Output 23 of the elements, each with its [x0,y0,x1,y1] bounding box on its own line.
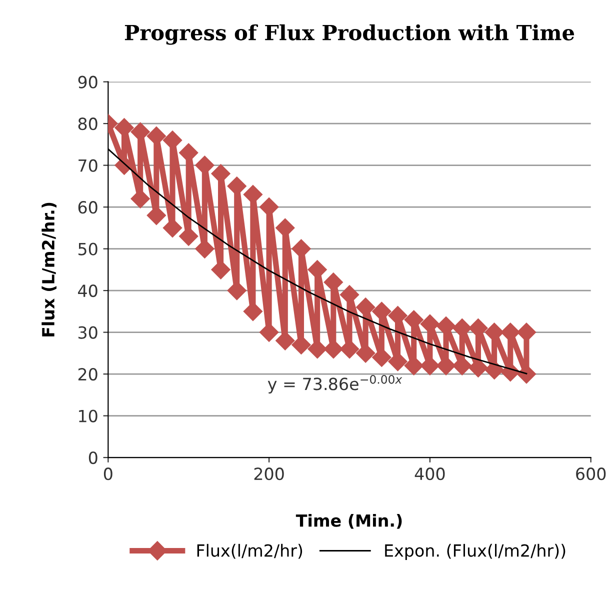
y-tick-label: 70 [78,159,98,172]
chart-title: Progress of Flux Production with Time [124,24,574,45]
y-axis-title: Flux (L/m2/hr.) [42,202,57,336]
x-tick-label: 600 [576,468,606,480]
point [420,314,440,334]
point [130,122,150,142]
legend-label: Flux(l/m2/hr) [197,544,302,559]
y-tick-label: 20 [78,368,98,381]
x-tick-label: 200 [254,468,284,480]
y-tick-label: 90 [78,76,98,88]
y-tick-label: 30 [78,326,98,339]
y-tick-label: 60 [78,201,98,214]
y-tick-label: 40 [78,284,98,298]
x-tick-label: 400 [414,468,445,480]
y-tick-label: 10 [79,410,98,422]
x-axis-title: Time (Min.) [296,514,402,529]
point [516,364,536,384]
legend-label: Expon. (Flux(l/m2/hr)) [385,544,566,560]
y-tick-label: 0 [88,451,98,464]
y-tick-label: 80 [78,118,98,130]
annotation: y = 73.86e$^{−0.00x}$ [268,374,402,394]
x-tick-label: 0 [104,468,112,480]
y-tick-label: 50 [78,242,98,256]
